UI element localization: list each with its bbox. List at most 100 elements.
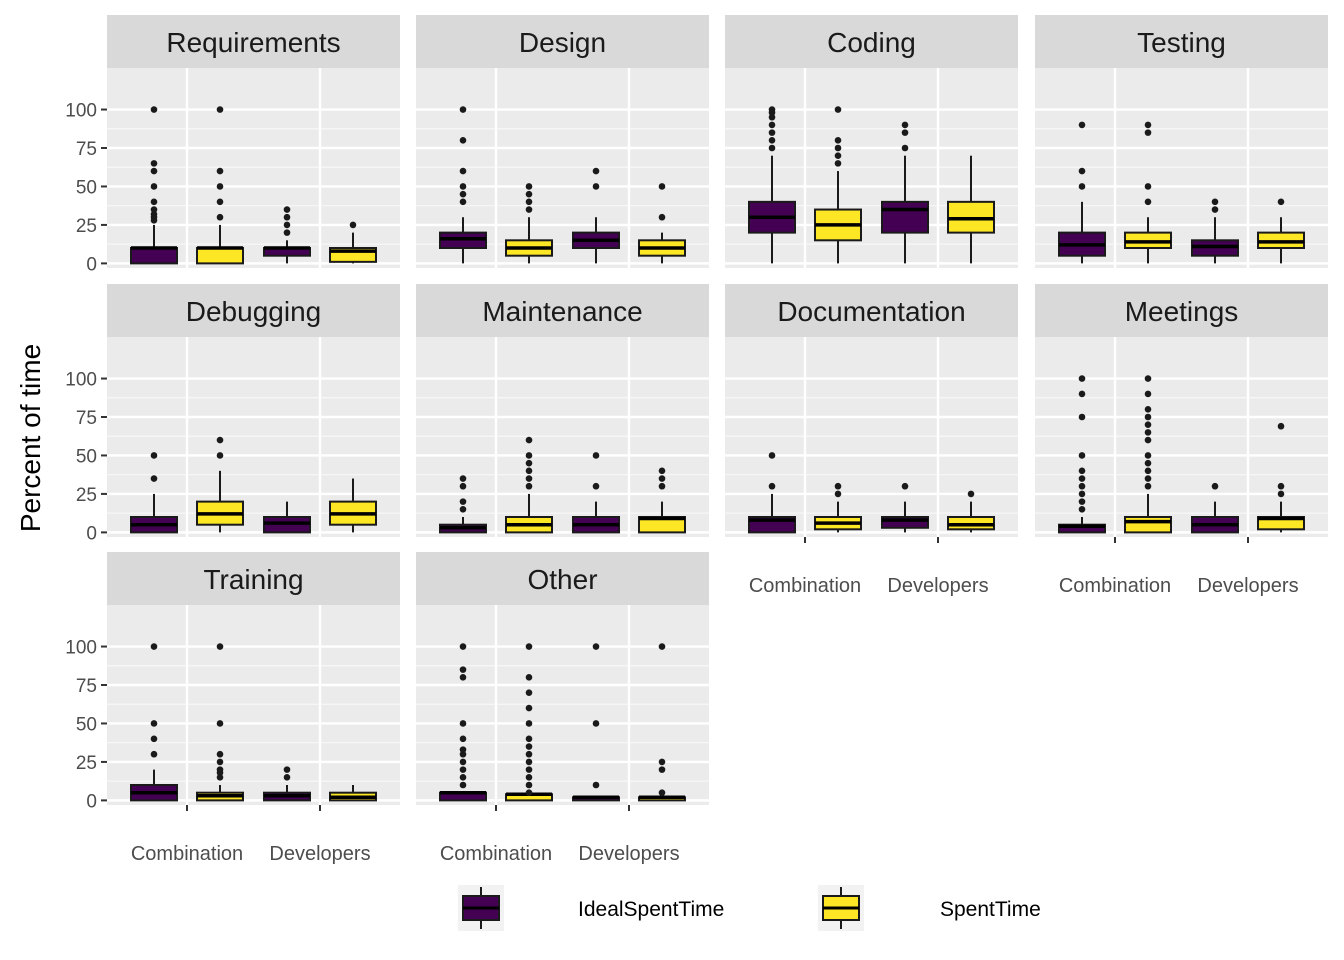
box-body: [196, 247, 244, 265]
box-spenttime-combination: [196, 436, 244, 533]
outlier-point: [283, 213, 291, 221]
outlier-point: [459, 758, 467, 766]
outlier-point: [658, 467, 666, 475]
box-spenttime-combination: [1124, 121, 1172, 264]
box-spenttime-developers: [638, 467, 686, 534]
box-spenttime-developers: [638, 643, 686, 802]
outlier-point: [525, 459, 533, 467]
outlier-point: [592, 482, 600, 490]
panel-title: Other: [527, 564, 597, 595]
outlier-point: [1144, 429, 1152, 436]
plot-background: [416, 337, 709, 537]
outlier-point: [834, 490, 842, 498]
box-spenttime-developers: [947, 155, 995, 264]
outlier-point: [459, 643, 467, 650]
strip-background: [725, 284, 1018, 337]
outlier-point: [658, 758, 666, 766]
y-tick-label: 100: [65, 638, 97, 659]
outlier-point: [459, 674, 467, 681]
box-idealspenttime-developers: [881, 121, 929, 264]
legend-label: SpentTime: [940, 898, 1041, 921]
outlier-point: [525, 766, 533, 773]
outlier-point: [459, 774, 467, 781]
outlier-point: [1211, 206, 1219, 213]
box-idealspenttime-developers: [881, 482, 929, 533]
outlier-point: [768, 113, 776, 121]
panel-title: Testing: [1137, 27, 1226, 58]
outlier-point: [150, 183, 158, 190]
panel-title: Maintenance: [482, 296, 642, 327]
outlier-point: [768, 129, 776, 136]
box-idealspenttime-developers: [572, 167, 620, 264]
outlier-point: [150, 452, 158, 459]
outlier-point: [1277, 490, 1285, 498]
outlier-point: [1078, 467, 1086, 475]
outlier-point: [216, 213, 224, 221]
outlier-point: [1078, 183, 1086, 190]
outlier-point: [1144, 198, 1152, 206]
outlier-point: [525, 781, 533, 789]
y-tick-label: 100: [65, 370, 97, 391]
panel-title: Design: [519, 27, 606, 58]
outlier-point: [901, 144, 909, 152]
y-tick-label: 50: [76, 177, 97, 198]
outlier-point: [459, 498, 467, 505]
outlier-point: [216, 750, 224, 758]
box-idealspenttime-combination: [748, 452, 796, 534]
legend-entry: IdealSpentTime: [458, 885, 724, 931]
outlier-point: [1078, 498, 1086, 505]
strip-background: [1035, 284, 1328, 337]
outlier-point: [459, 720, 467, 727]
outlier-point: [768, 137, 776, 144]
box-idealspenttime-combination: [130, 643, 178, 802]
outlier-point: [459, 766, 467, 773]
outlier-point: [459, 746, 467, 753]
outlier-point: [1144, 436, 1152, 444]
strip-background: [416, 552, 709, 605]
box-spenttime-developers: [638, 183, 686, 264]
panel: Training 0 25 50 75 100 Combination Developers: [65, 552, 400, 865]
box-idealspenttime-developers: [263, 206, 311, 264]
outlier-point: [834, 144, 842, 152]
outlier-point: [459, 167, 467, 175]
outlier-point: [901, 129, 909, 136]
panel: Design: [416, 15, 709, 268]
outlier-point: [525, 720, 533, 727]
outlier-point: [592, 183, 600, 190]
outlier-point: [216, 183, 224, 190]
box-idealspenttime-combination: [439, 643, 487, 802]
box-spenttime-combination: [814, 106, 862, 264]
panel: Testing: [1035, 15, 1328, 268]
outlier-point: [459, 475, 467, 482]
outlier-point: [216, 436, 224, 444]
strip-background: [107, 15, 400, 68]
outlier-point: [283, 774, 291, 781]
outlier-point: [658, 213, 666, 221]
panel: Meetings Combination Developers: [1035, 284, 1328, 597]
y-tick-label: 50: [76, 446, 97, 467]
panel: Debugging 0 25 50 75 100: [65, 284, 400, 544]
outlier-point: [525, 190, 533, 198]
outlier-point: [834, 152, 842, 159]
outlier-point: [525, 183, 533, 190]
outlier-point: [768, 121, 776, 129]
legend-entry: SpentTime: [818, 885, 1041, 931]
box-idealspenttime-combination: [439, 106, 487, 264]
outlier-point: [283, 766, 291, 773]
outlier-point: [1078, 167, 1086, 175]
facet-panels: Requirements 0 25 50 75 100 Design Coding Testin…: [65, 15, 1328, 865]
outlier-point: [1277, 422, 1285, 430]
outlier-point: [1144, 467, 1152, 475]
outlier-point: [834, 160, 842, 167]
outlier-point: [525, 436, 533, 444]
box-spenttime-combination: [505, 436, 553, 534]
outlier-point: [834, 137, 842, 144]
outlier-point: [1144, 406, 1152, 413]
plot-background: [107, 68, 400, 268]
panel-title: Meetings: [1125, 296, 1239, 327]
outlier-point: [1211, 482, 1219, 490]
outlier-point: [525, 789, 533, 796]
panel: Coding: [725, 15, 1018, 268]
outlier-point: [1277, 198, 1285, 206]
